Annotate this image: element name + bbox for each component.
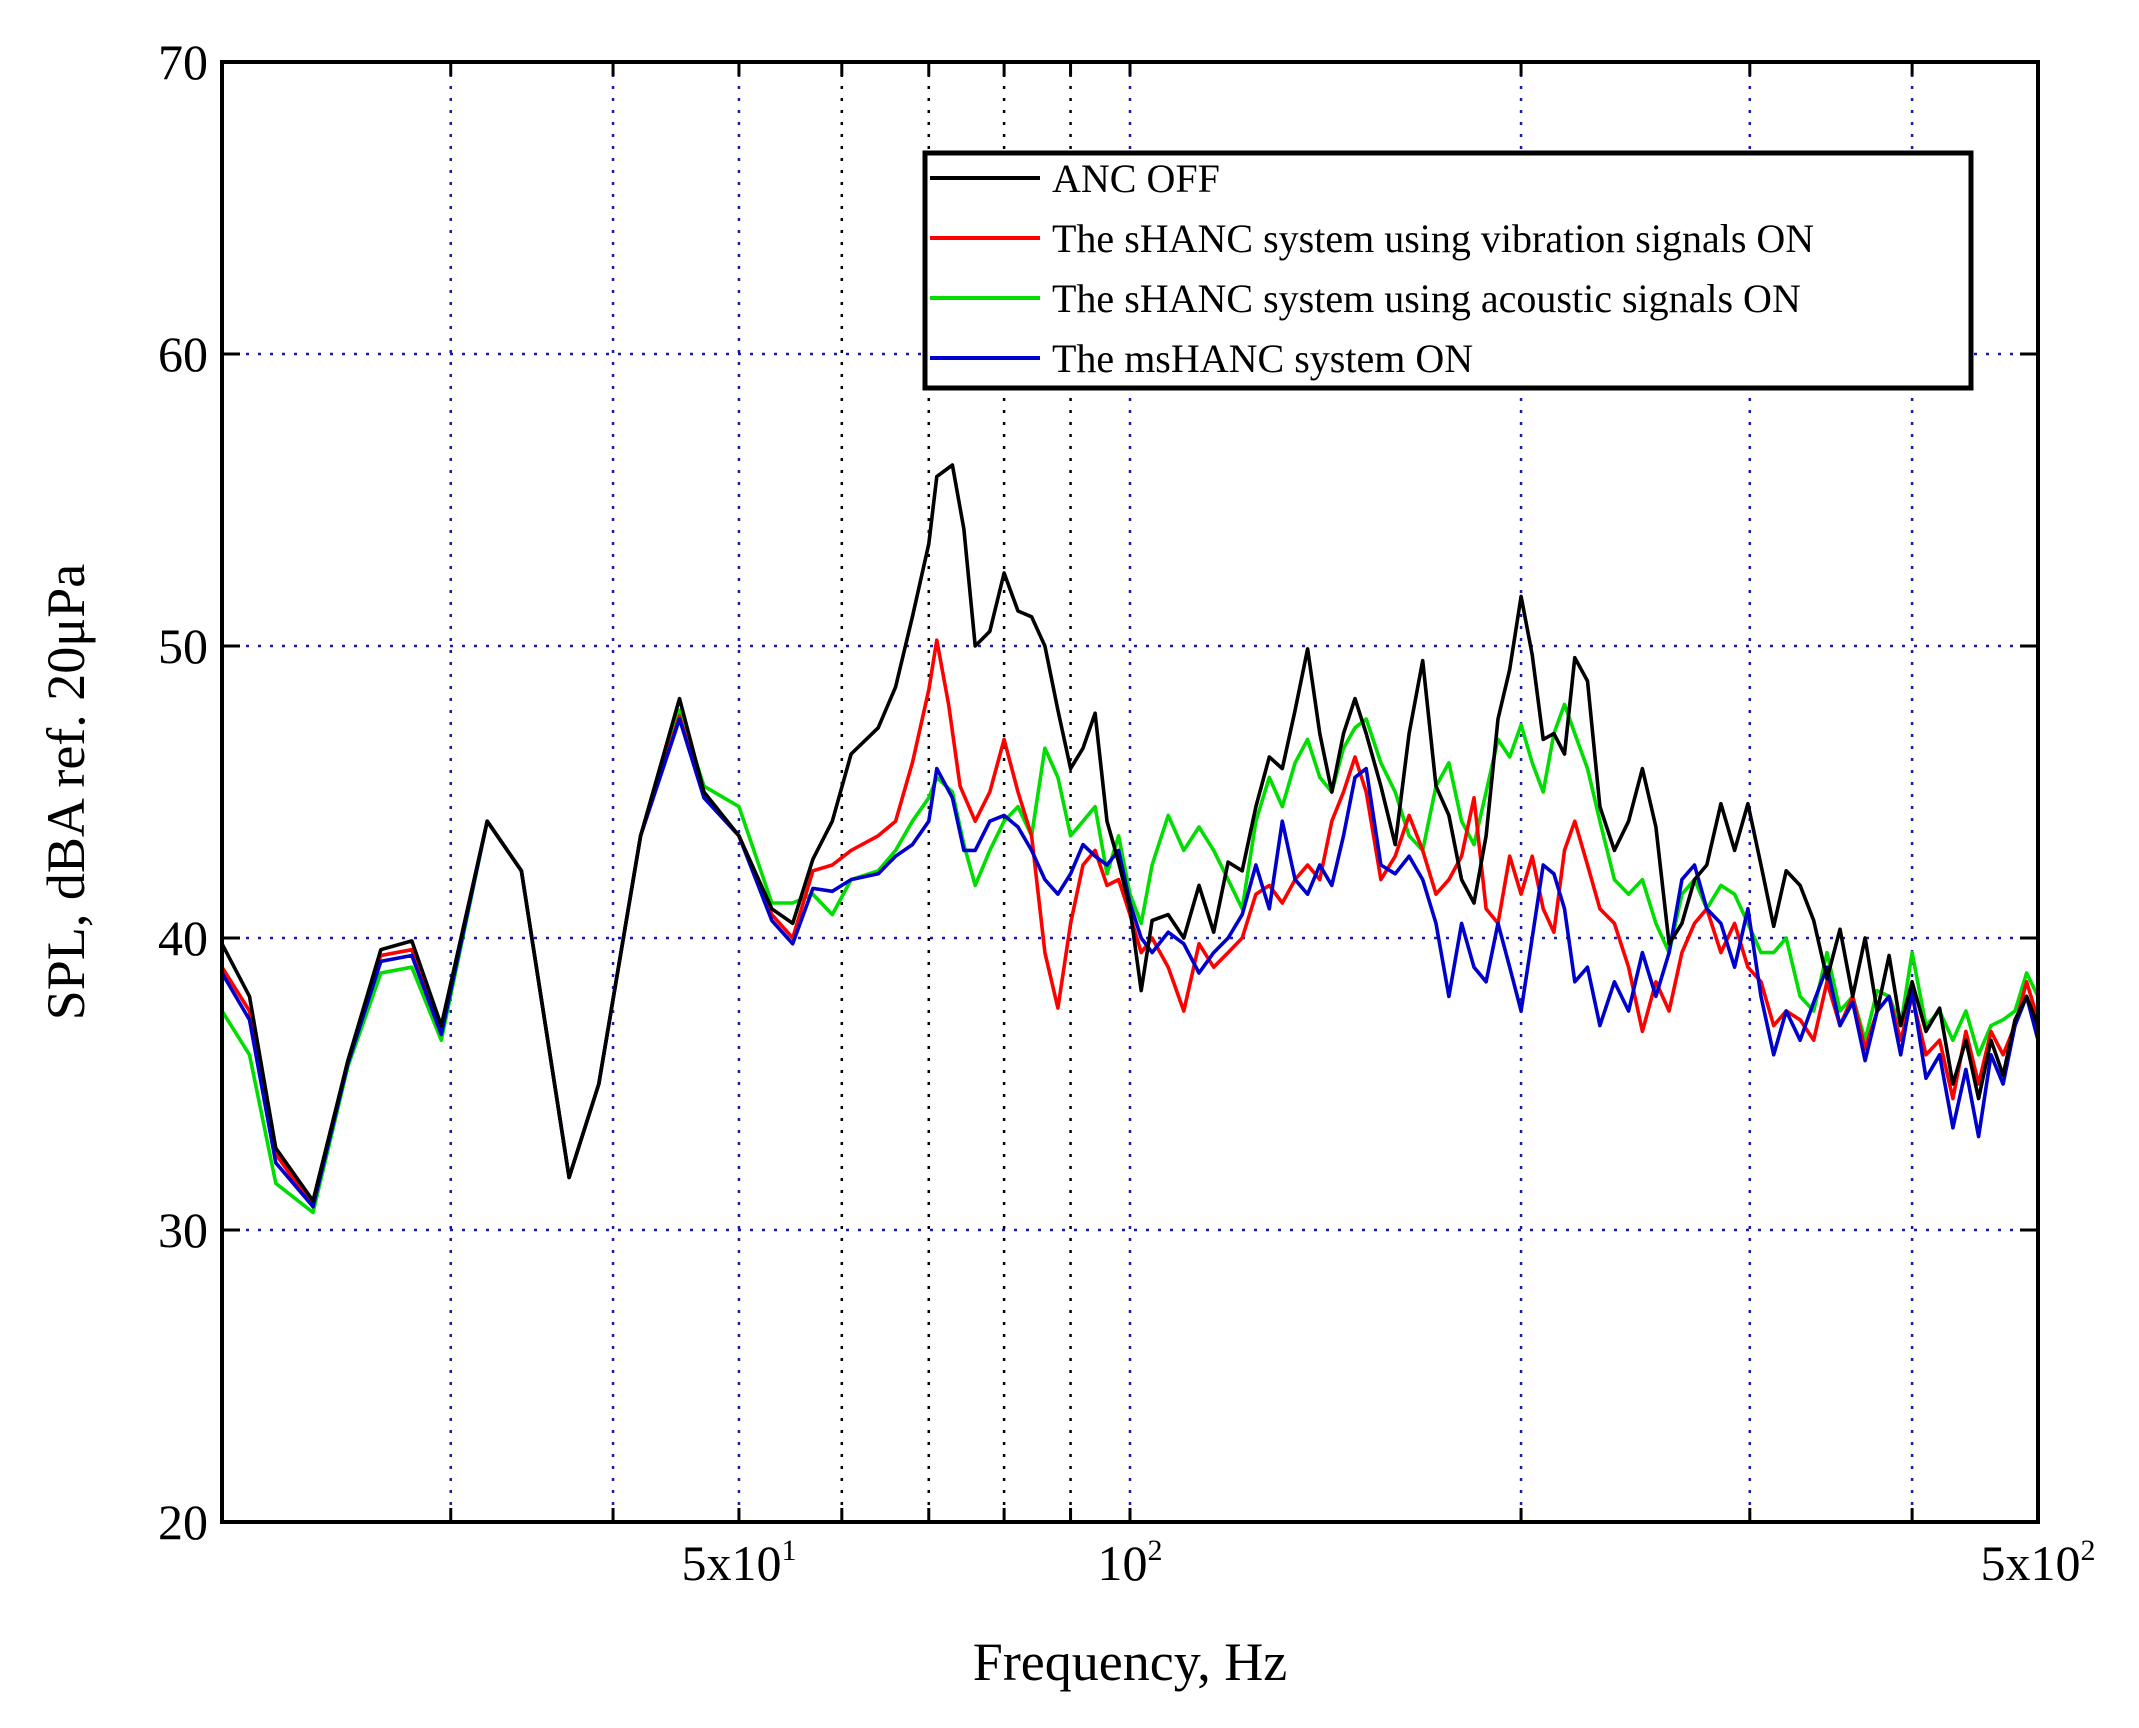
y-tick-label: 20 <box>158 1494 208 1550</box>
x-tick-label: 5x101 <box>681 1534 796 1591</box>
legend-label: The sHANC system using vibration signals… <box>1052 216 1814 261</box>
y-tick-label: 40 <box>158 910 208 966</box>
legend-label: The sHANC system using acoustic signals … <box>1052 276 1801 321</box>
y-tick-label: 50 <box>158 618 208 674</box>
legend-label: The msHANC system ON <box>1052 336 1473 381</box>
y-tick-label: 30 <box>158 1202 208 1258</box>
series-line-4 <box>222 717 2038 1209</box>
legend-box <box>922 150 1974 391</box>
ticks <box>222 60 2038 1524</box>
x-tick-label: 102 <box>1098 1534 1163 1591</box>
x-tick-label: 5x102 <box>1981 1534 2096 1591</box>
series-line-1 <box>222 463 2038 1203</box>
y-axis-title: SPL, dBA ref. 20μPa <box>36 564 96 1021</box>
series-layer <box>222 463 2038 1215</box>
tick-labels: 20 30 40 50 60 70 5x101 102 5x102 <box>158 34 2096 1591</box>
legend-label: ANC OFF <box>1052 156 1220 201</box>
series-line-2 <box>222 638 2038 1209</box>
y-tick-label: 70 <box>158 34 208 90</box>
y-tick-label: 60 <box>158 326 208 382</box>
legend: ANC OFF The sHANC system using vibration … <box>922 150 1974 391</box>
x-axis-title: Frequency, Hz <box>973 1632 1287 1692</box>
